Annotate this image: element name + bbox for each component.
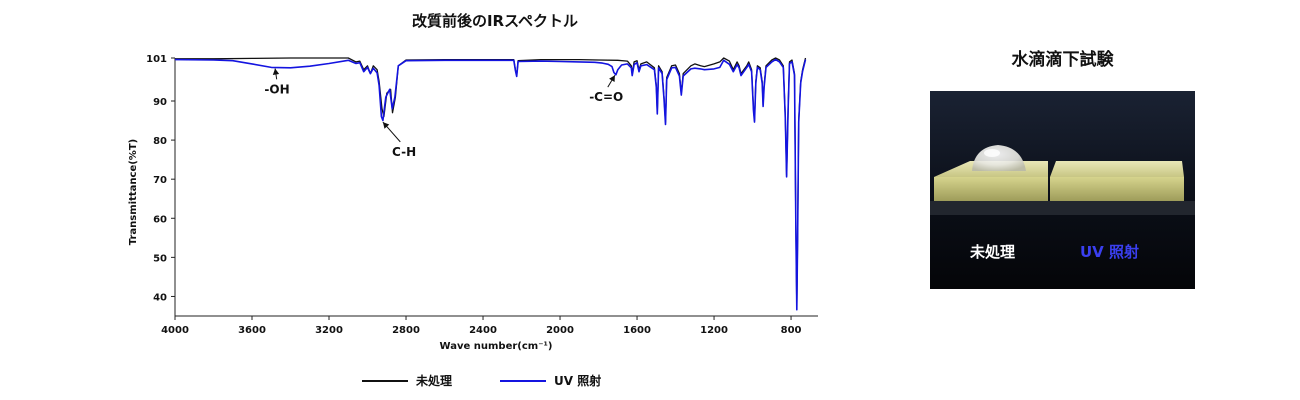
x-tick-label: 3200: [315, 325, 343, 336]
x-tick-label: 1200: [700, 325, 728, 336]
untreated-label: 未処理: [970, 243, 1016, 261]
y-axis-ticks: 101 90 80 70 60 50 40: [146, 54, 175, 303]
uv-slab-front: [1050, 177, 1184, 201]
plot-area: 4000 3600 3200 2800 2400 2000 1600 1200 800 101 9…: [146, 54, 818, 336]
water-drop-illustration: [930, 91, 1195, 289]
photo-title: 水滴滴下試験: [1011, 50, 1114, 70]
y-tick-label: 101: [146, 54, 167, 65]
x-axis-ticks: 4000 3600 3200 2800 2400 2000 1600 1200 800: [161, 316, 802, 336]
y-axis-label: Transmittance(%T): [128, 139, 139, 245]
annotation-arrowhead: [382, 122, 390, 129]
ir-spectrum-chart: 改質前後のIRスペクトル 4000 3600 3200 2800 2400 2000 160…: [128, 12, 818, 388]
x-tick-label: 800: [781, 325, 802, 336]
y-tick-label: 80: [153, 136, 167, 147]
x-tick-label: 2400: [469, 325, 497, 336]
annotation-layer: -OH C-H -C=O: [264, 68, 623, 159]
untreated-slab-front: [934, 177, 1048, 201]
x-tick-label: 1600: [623, 325, 651, 336]
legend: 未処理 UV 照射: [362, 373, 601, 388]
y-tick-label: 50: [153, 253, 167, 264]
legend-label-1: UV 照射: [554, 373, 601, 388]
annotation-arrowhead: [272, 68, 280, 75]
chart-title: 改質前後のIRスペクトル: [412, 12, 578, 30]
uv-slab-top: [1050, 161, 1184, 177]
y-tick-label: 90: [153, 97, 167, 108]
uv-irradiated-label: UV 照射: [1080, 243, 1140, 261]
annotation-label: -OH: [264, 82, 289, 96]
legend-label-0: 未処理: [415, 373, 452, 388]
x-tick-label: 2000: [546, 325, 574, 336]
series-layer: [174, 57, 807, 311]
series-line-1: [174, 58, 807, 311]
y-tick-label: 70: [153, 175, 167, 186]
water-drop-photo: 未処理 UV 照射: [930, 91, 1195, 289]
annotation-arrowhead: [609, 75, 615, 82]
water-drop-test-panel: 水滴滴下試験: [930, 45, 1195, 290]
y-tick-label: 60: [153, 214, 167, 225]
annotation-label: C-H: [392, 145, 416, 159]
y-tick-label: 40: [153, 292, 167, 303]
x-tick-label: 3600: [238, 325, 266, 336]
annotation-label: -C=O: [589, 90, 623, 104]
x-axis-label: Wave number(cm⁻¹): [440, 341, 553, 352]
x-tick-label: 2800: [392, 325, 420, 336]
x-tick-label: 4000: [161, 325, 189, 336]
